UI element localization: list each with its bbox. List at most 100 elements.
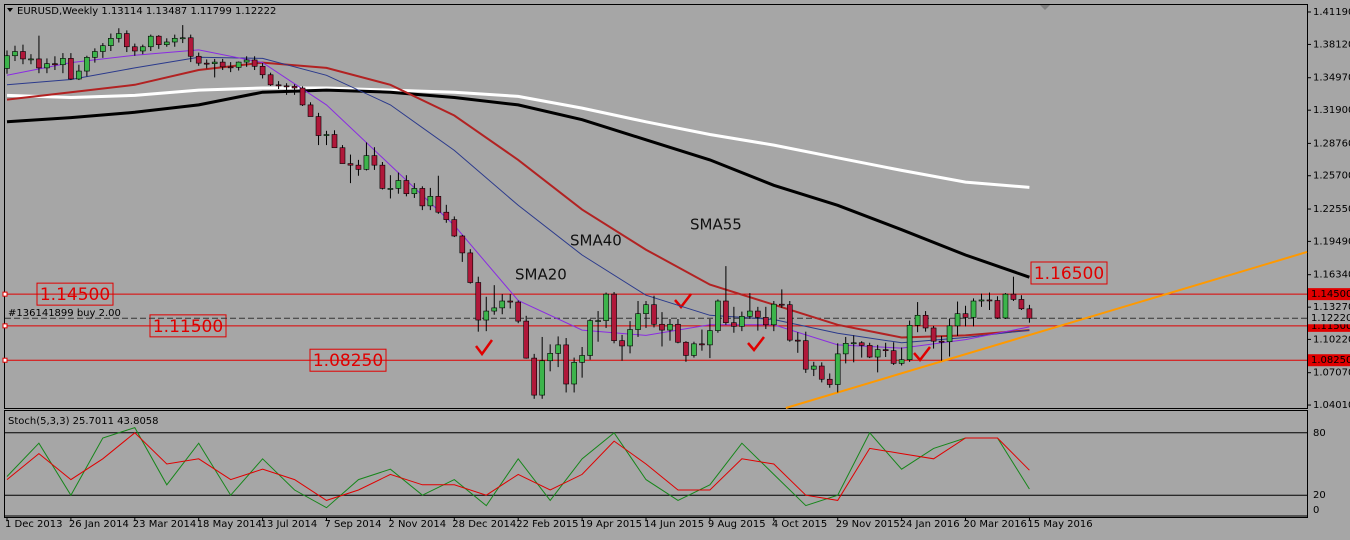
stoch-line [6, 432, 1030, 501]
candle-body [395, 180, 402, 189]
candle-body [307, 104, 314, 117]
stoch-tick-label: 80 [1313, 428, 1326, 439]
candle-body [347, 163, 354, 166]
candle-body [810, 365, 817, 370]
x-tick-label: 22 Feb 2015 [516, 519, 578, 530]
candle-body [100, 45, 106, 52]
y-tick-label: 1.10220 [1313, 334, 1350, 345]
axis-level-label: 1.11500 [1311, 321, 1350, 332]
y-tick-label: 1.34970 [1313, 73, 1350, 84]
candle-body [539, 360, 545, 396]
y-tick-label: 1.16340 [1313, 270, 1350, 281]
annotation: SMA40 [570, 232, 622, 250]
candle-body [116, 33, 122, 39]
level-marker [2, 323, 8, 329]
candle-body [203, 62, 210, 65]
y-tick-label: 1.07070 [1313, 368, 1350, 379]
moving-average [6, 86, 1030, 189]
candle-body [571, 362, 577, 385]
candle-body [299, 87, 306, 106]
candle-body [882, 349, 889, 352]
candle-body [842, 343, 849, 355]
candle-body [994, 300, 1001, 319]
annotation: SMA55 [690, 216, 742, 234]
candle-body [651, 304, 657, 325]
candle-body [363, 155, 370, 170]
candle-body [555, 344, 561, 354]
candle-body [163, 41, 170, 45]
candle-body [834, 353, 841, 385]
candle-body [12, 51, 18, 57]
candle-body [587, 320, 593, 356]
y-tick-label: 1.19490 [1313, 236, 1350, 247]
x-tick-label: 15 May 2016 [1027, 519, 1092, 530]
candle-body [1026, 308, 1033, 319]
x-tick-label: 28 Dec 2014 [452, 519, 516, 530]
candle-body [355, 164, 362, 170]
candle-body [20, 51, 26, 60]
y-tick-label: 1.31900 [1313, 105, 1350, 116]
main-frame [4, 4, 1308, 409]
candle-body [763, 317, 769, 326]
x-tick-label: 1 Dec 2013 [5, 519, 63, 530]
candle-body [747, 310, 753, 317]
candle-body [68, 58, 74, 80]
stoch-tick-label: 0 [1313, 505, 1319, 516]
candle-body [755, 310, 761, 318]
candle-body [339, 147, 346, 164]
candle-body [4, 55, 10, 69]
candle-body [443, 211, 450, 220]
candle-body [675, 323, 681, 343]
level-box [149, 314, 227, 338]
candle-body [323, 134, 330, 136]
candle-body [515, 301, 522, 322]
candle-body [794, 339, 801, 342]
candle-body [962, 313, 969, 318]
candle-body [139, 46, 146, 52]
candle-body [379, 164, 386, 189]
candle-body [731, 322, 737, 327]
candle-body [914, 314, 921, 326]
candle-body [427, 196, 434, 207]
check-mark [747, 336, 765, 352]
candle-body [36, 58, 42, 69]
candle-body [683, 341, 689, 356]
candle-body [986, 299, 993, 302]
y-tick-label: 1.38120 [1313, 39, 1350, 50]
x-tick-label: 14 Jun 2015 [644, 519, 704, 530]
candle-body [715, 300, 721, 331]
moving-average [6, 61, 1030, 339]
stoch-tick-label: 20 [1313, 490, 1326, 501]
check-mark [475, 339, 494, 357]
candle-body [707, 330, 713, 346]
candle-body [1010, 293, 1017, 300]
y-tick-label: 1.04010 [1313, 400, 1350, 411]
x-tick-label: 26 Jan 2014 [69, 519, 129, 530]
annotation: SMA20 [515, 266, 567, 284]
candle-body [970, 300, 977, 318]
callout-label: 1.16500 [1034, 264, 1104, 284]
axis-level-label: 1.08250 [1311, 355, 1350, 366]
candle-body [211, 61, 218, 64]
candle-body [132, 46, 138, 52]
axis-level-box [1308, 354, 1350, 367]
x-tick-label: 20 Mar 2016 [964, 519, 1027, 530]
candle-body [331, 134, 338, 149]
candle-body [954, 313, 961, 327]
candle-body [523, 320, 529, 359]
level-label: 1.08250 [313, 351, 383, 371]
x-tick-label: 23 Mar 2014 [133, 519, 196, 530]
candle-body [531, 357, 537, 396]
level-marker [2, 357, 8, 363]
candle-body [147, 35, 154, 48]
order-label: #136141899 buy 2.00 [8, 308, 121, 319]
menu-arrow [7, 8, 13, 12]
candle-body [84, 57, 90, 72]
candle-body [1018, 299, 1025, 310]
candle-body [291, 86, 298, 89]
x-tick-label: 7 Sep 2014 [325, 519, 382, 530]
y-tick-label: 1.28760 [1313, 138, 1350, 149]
